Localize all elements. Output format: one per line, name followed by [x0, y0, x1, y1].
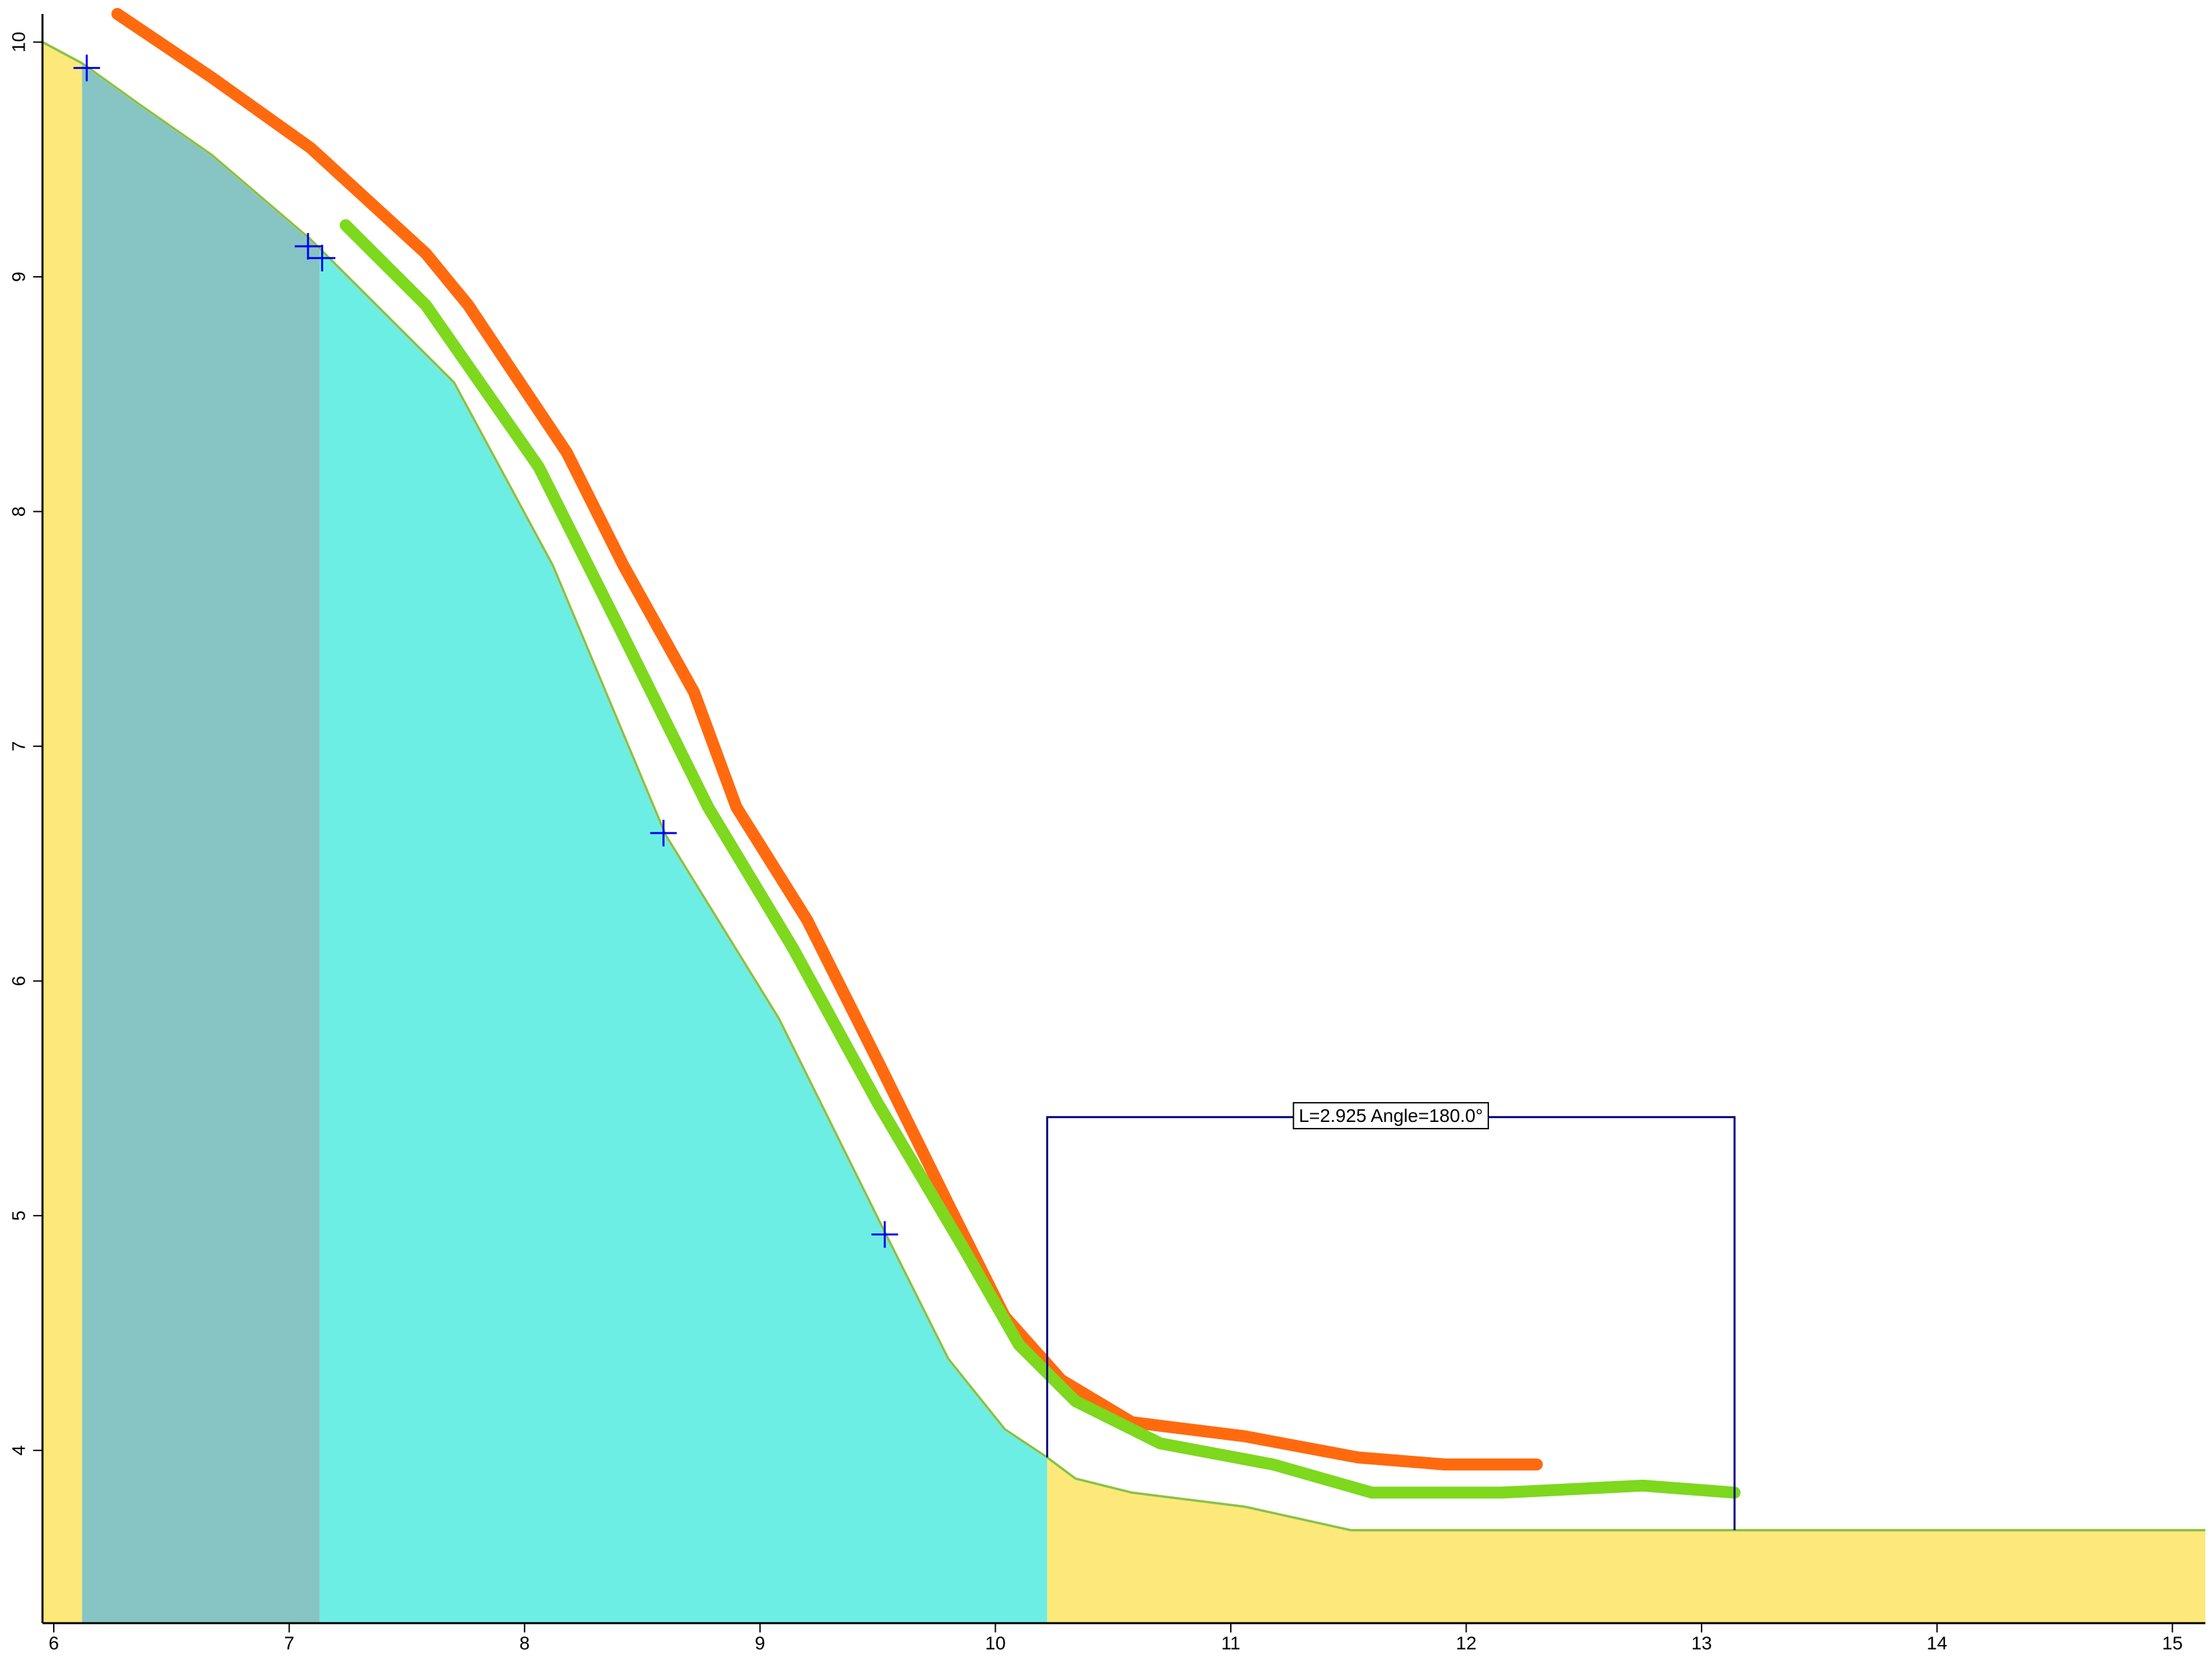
trajectory-bundle: [111, 8, 1543, 1470]
point-marker: [294, 233, 321, 260]
x-tick-label: 14: [1927, 1632, 1947, 1653]
x-tick-label: 12: [1456, 1632, 1476, 1653]
point-marker: [309, 244, 336, 272]
y-tick-label: 4: [8, 1445, 29, 1456]
ground-region: [1047, 42, 2205, 1623]
y-tick-label: 10: [8, 32, 29, 52]
point-marker: [73, 54, 100, 82]
y-tick-label: 9: [8, 272, 29, 282]
y-tick-label: 6: [8, 976, 29, 987]
y-tick-label: 5: [8, 1210, 29, 1221]
x-tick-label: 11: [1221, 1632, 1240, 1653]
y-tick-label: 7: [8, 741, 29, 751]
x-tick-label: 8: [519, 1632, 530, 1653]
x-tick-label: 6: [48, 1632, 59, 1653]
y-tick-label: 8: [8, 507, 29, 517]
plot-layer: L=2.925 Angle=180.0° 6 7 8 9 10 11 12 13 14 15 4 5 6 7…: [8, 8, 2205, 1653]
point-marker: [650, 819, 677, 846]
regions: [42, 42, 2205, 1623]
x-tick-label: 9: [755, 1632, 765, 1653]
slope-edge: [42, 41, 2205, 1532]
ground-region: [42, 42, 82, 1623]
measure-label: L=2.925 Angle=180.0°: [1299, 1105, 1482, 1126]
x-tick-label: 15: [2162, 1632, 2183, 1653]
x-tick-label: 7: [284, 1632, 295, 1653]
trajectory-bundle: [339, 219, 1741, 1499]
x-tick-label: 13: [1692, 1632, 1712, 1653]
point-marker: [871, 1221, 898, 1248]
measure-label-box: [1293, 1102, 1489, 1130]
x-tick-label: 10: [985, 1632, 1006, 1653]
ground-region: [82, 42, 320, 1623]
measure-bracket: [1046, 1116, 1736, 1530]
